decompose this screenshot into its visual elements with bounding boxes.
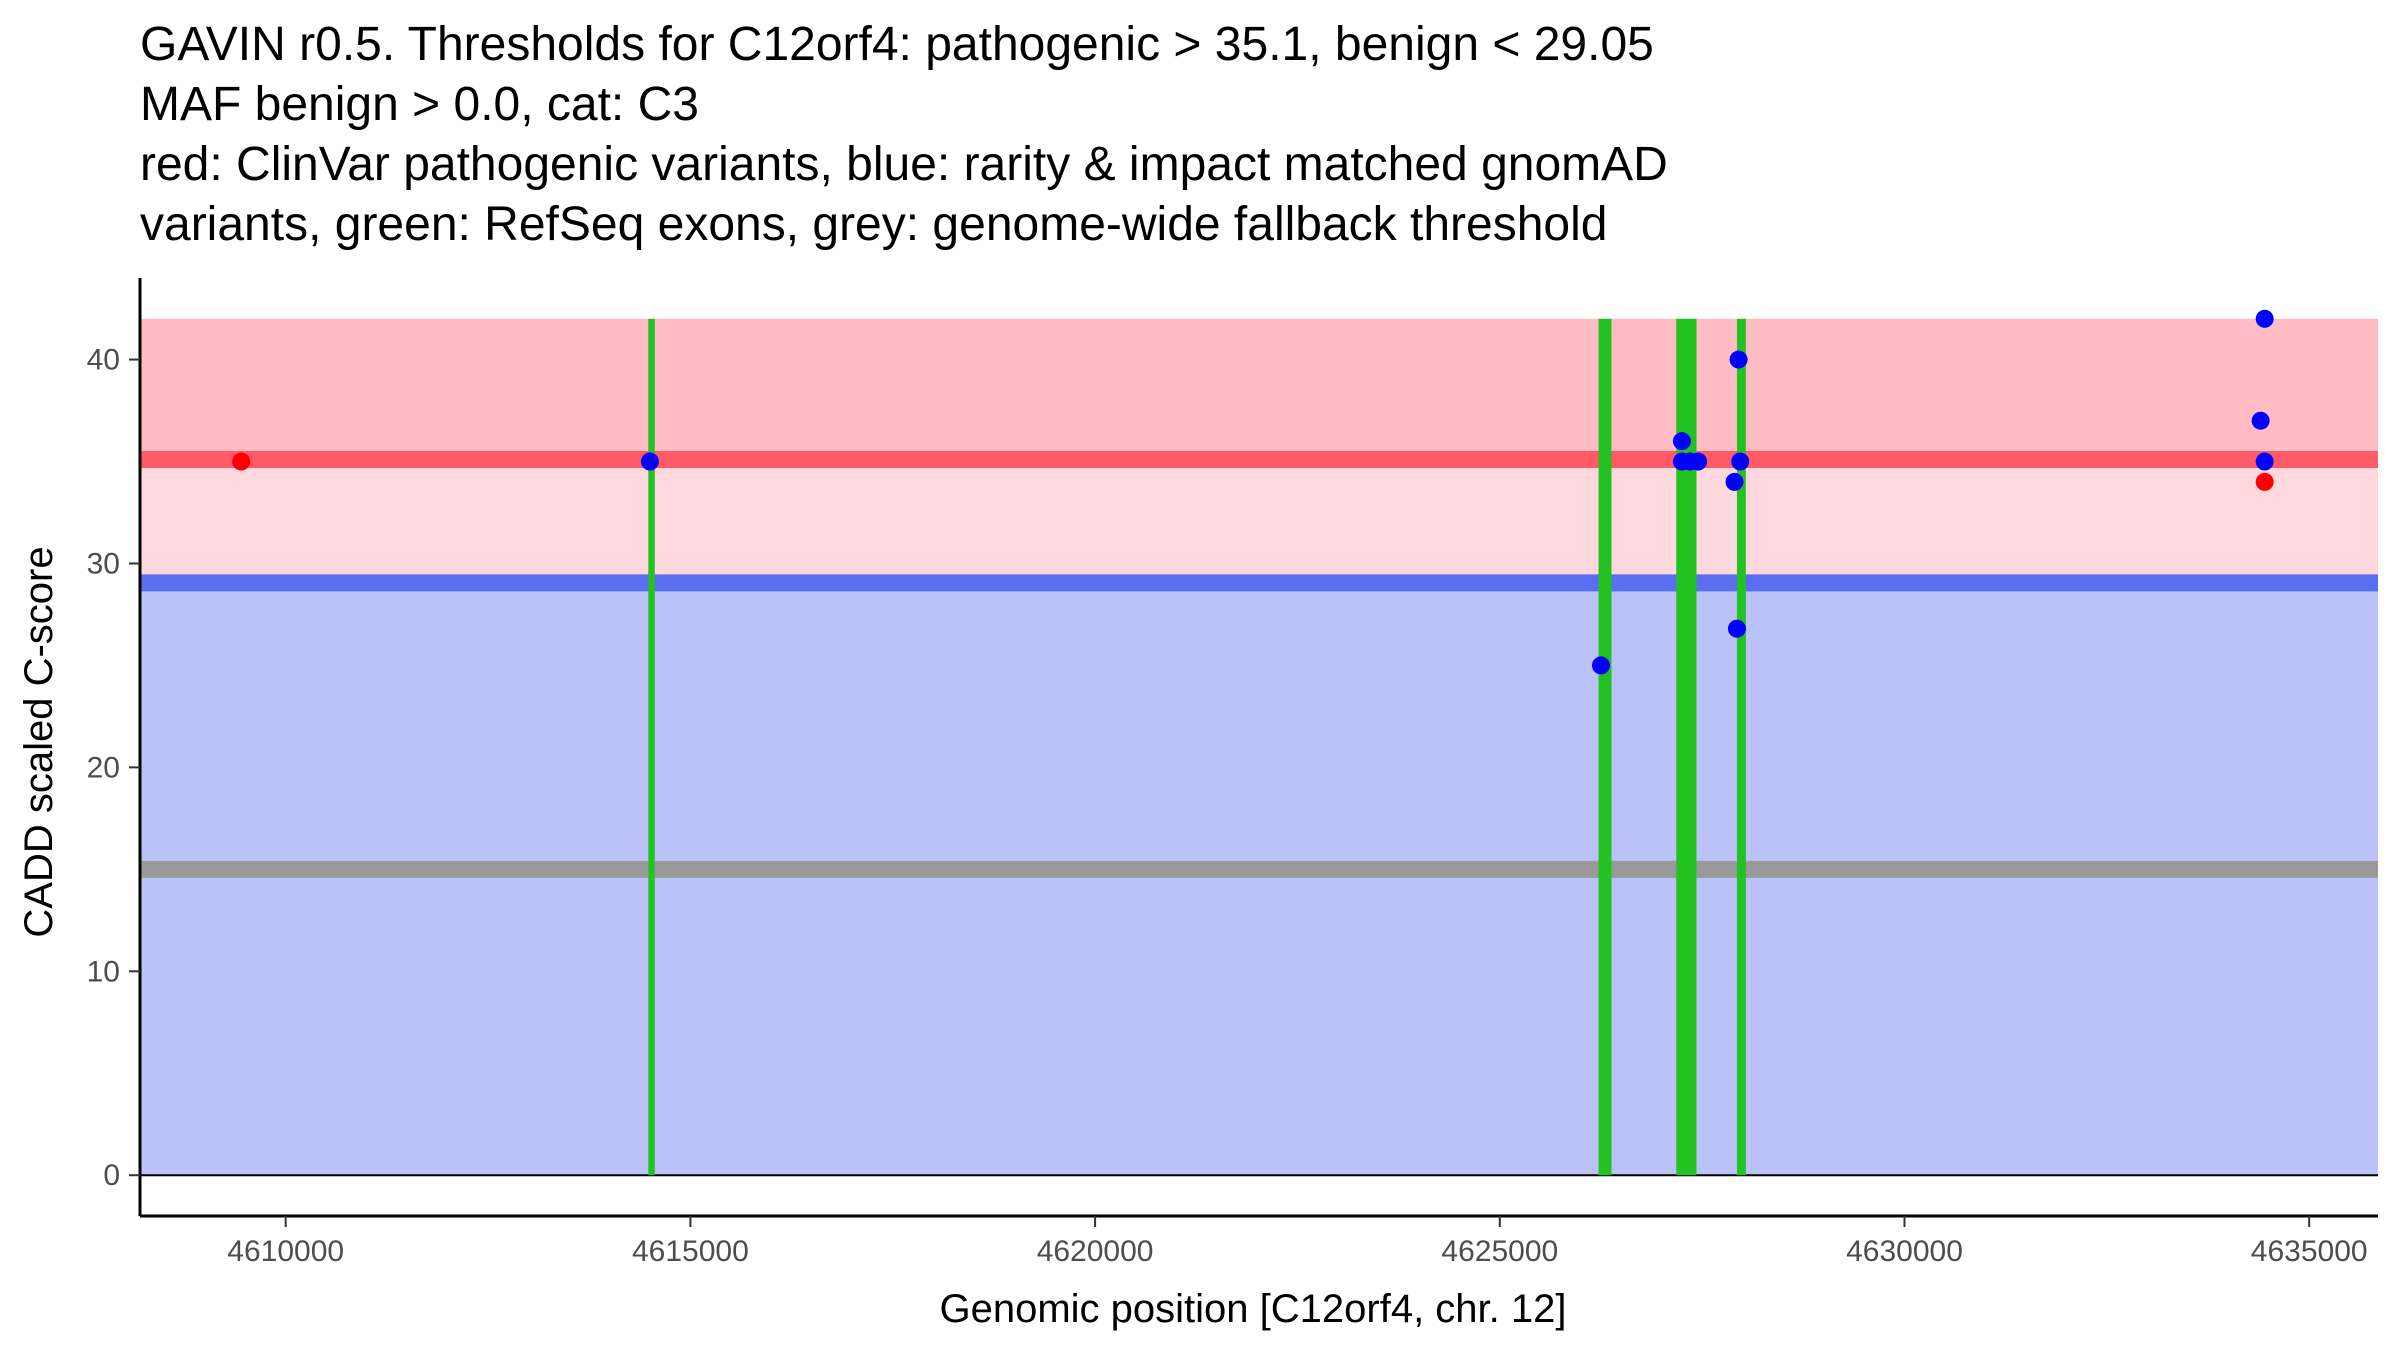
exon-band-3 [1676, 318, 1697, 1176]
x-tick-label-4615000: 4615000 [632, 1235, 749, 1268]
x-tick-label-4630000: 4630000 [1846, 1235, 1963, 1268]
axes: 4610000 4615000 4620000 4625000 4630000 46350… [87, 278, 2378, 1268]
point-gnomad-variants-13 [2255, 452, 2274, 471]
point-clinvar-pathogenic-variants-1 [232, 452, 251, 471]
point-clinvar-pathogenic-variants-2 [2255, 472, 2274, 491]
point-gnomad-variants-3 [1672, 432, 1691, 451]
plot-regions [140, 318, 2378, 1177]
point-gnomad-variants-11 [2251, 411, 2270, 430]
chart-title: GAVIN r0.5. Thresholds for C12orf4: path… [140, 18, 1668, 251]
threshold-lines [140, 450, 2378, 878]
exon-band-2 [1598, 318, 1612, 1176]
y-tick-label-20: 20 [87, 751, 120, 784]
region-pathogenic-upper [140, 318, 2378, 460]
exon-lines [648, 318, 1746, 1176]
x-tick-label-4610000: 4610000 [227, 1235, 344, 1268]
point-gnomad-variants-8 [1727, 619, 1746, 638]
exon-band-4 [1736, 318, 1746, 1176]
title-line-4: variants, green: RefSeq exons, grey: gen… [140, 198, 1607, 251]
y-tick-label-40: 40 [87, 344, 120, 377]
title-line-1: GAVIN r0.5. Thresholds for C12orf4: path… [140, 18, 1654, 71]
y-tick-label-30: 30 [87, 547, 120, 580]
point-gnomad-variants-7 [1725, 472, 1744, 491]
y-tick-label-10: 10 [87, 955, 120, 988]
title-line-2: MAF benign > 0.0, cat: C3 [140, 78, 699, 131]
x-axis-label: Genomic position [C12orf4, chr. 12] [940, 1287, 1567, 1331]
point-gnomad-variants-12 [2255, 309, 2274, 328]
y-tick-label-0: 0 [103, 1159, 120, 1192]
point-gnomad-variants-1 [640, 452, 659, 471]
exon-band-1 [648, 318, 655, 1176]
title-line-3: red: ClinVar pathogenic variants, blue: … [140, 138, 1668, 191]
data-points [232, 309, 2274, 675]
x-tick-label-4625000: 4625000 [1441, 1235, 1558, 1268]
point-gnomad-variants-6 [1689, 452, 1708, 471]
region-benign [140, 582, 2378, 1176]
point-gnomad-variants-2 [1591, 656, 1610, 675]
x-tick-label-4620000: 4620000 [1037, 1235, 1154, 1268]
region-pathogenic-lower [140, 459, 2378, 583]
y-axis-label: CADD scaled C-score [17, 546, 61, 937]
x-tick-label-4635000: 4635000 [2251, 1235, 2368, 1268]
point-gnomad-variants-9 [1729, 350, 1748, 369]
point-gnomad-variants-10 [1731, 452, 1750, 471]
